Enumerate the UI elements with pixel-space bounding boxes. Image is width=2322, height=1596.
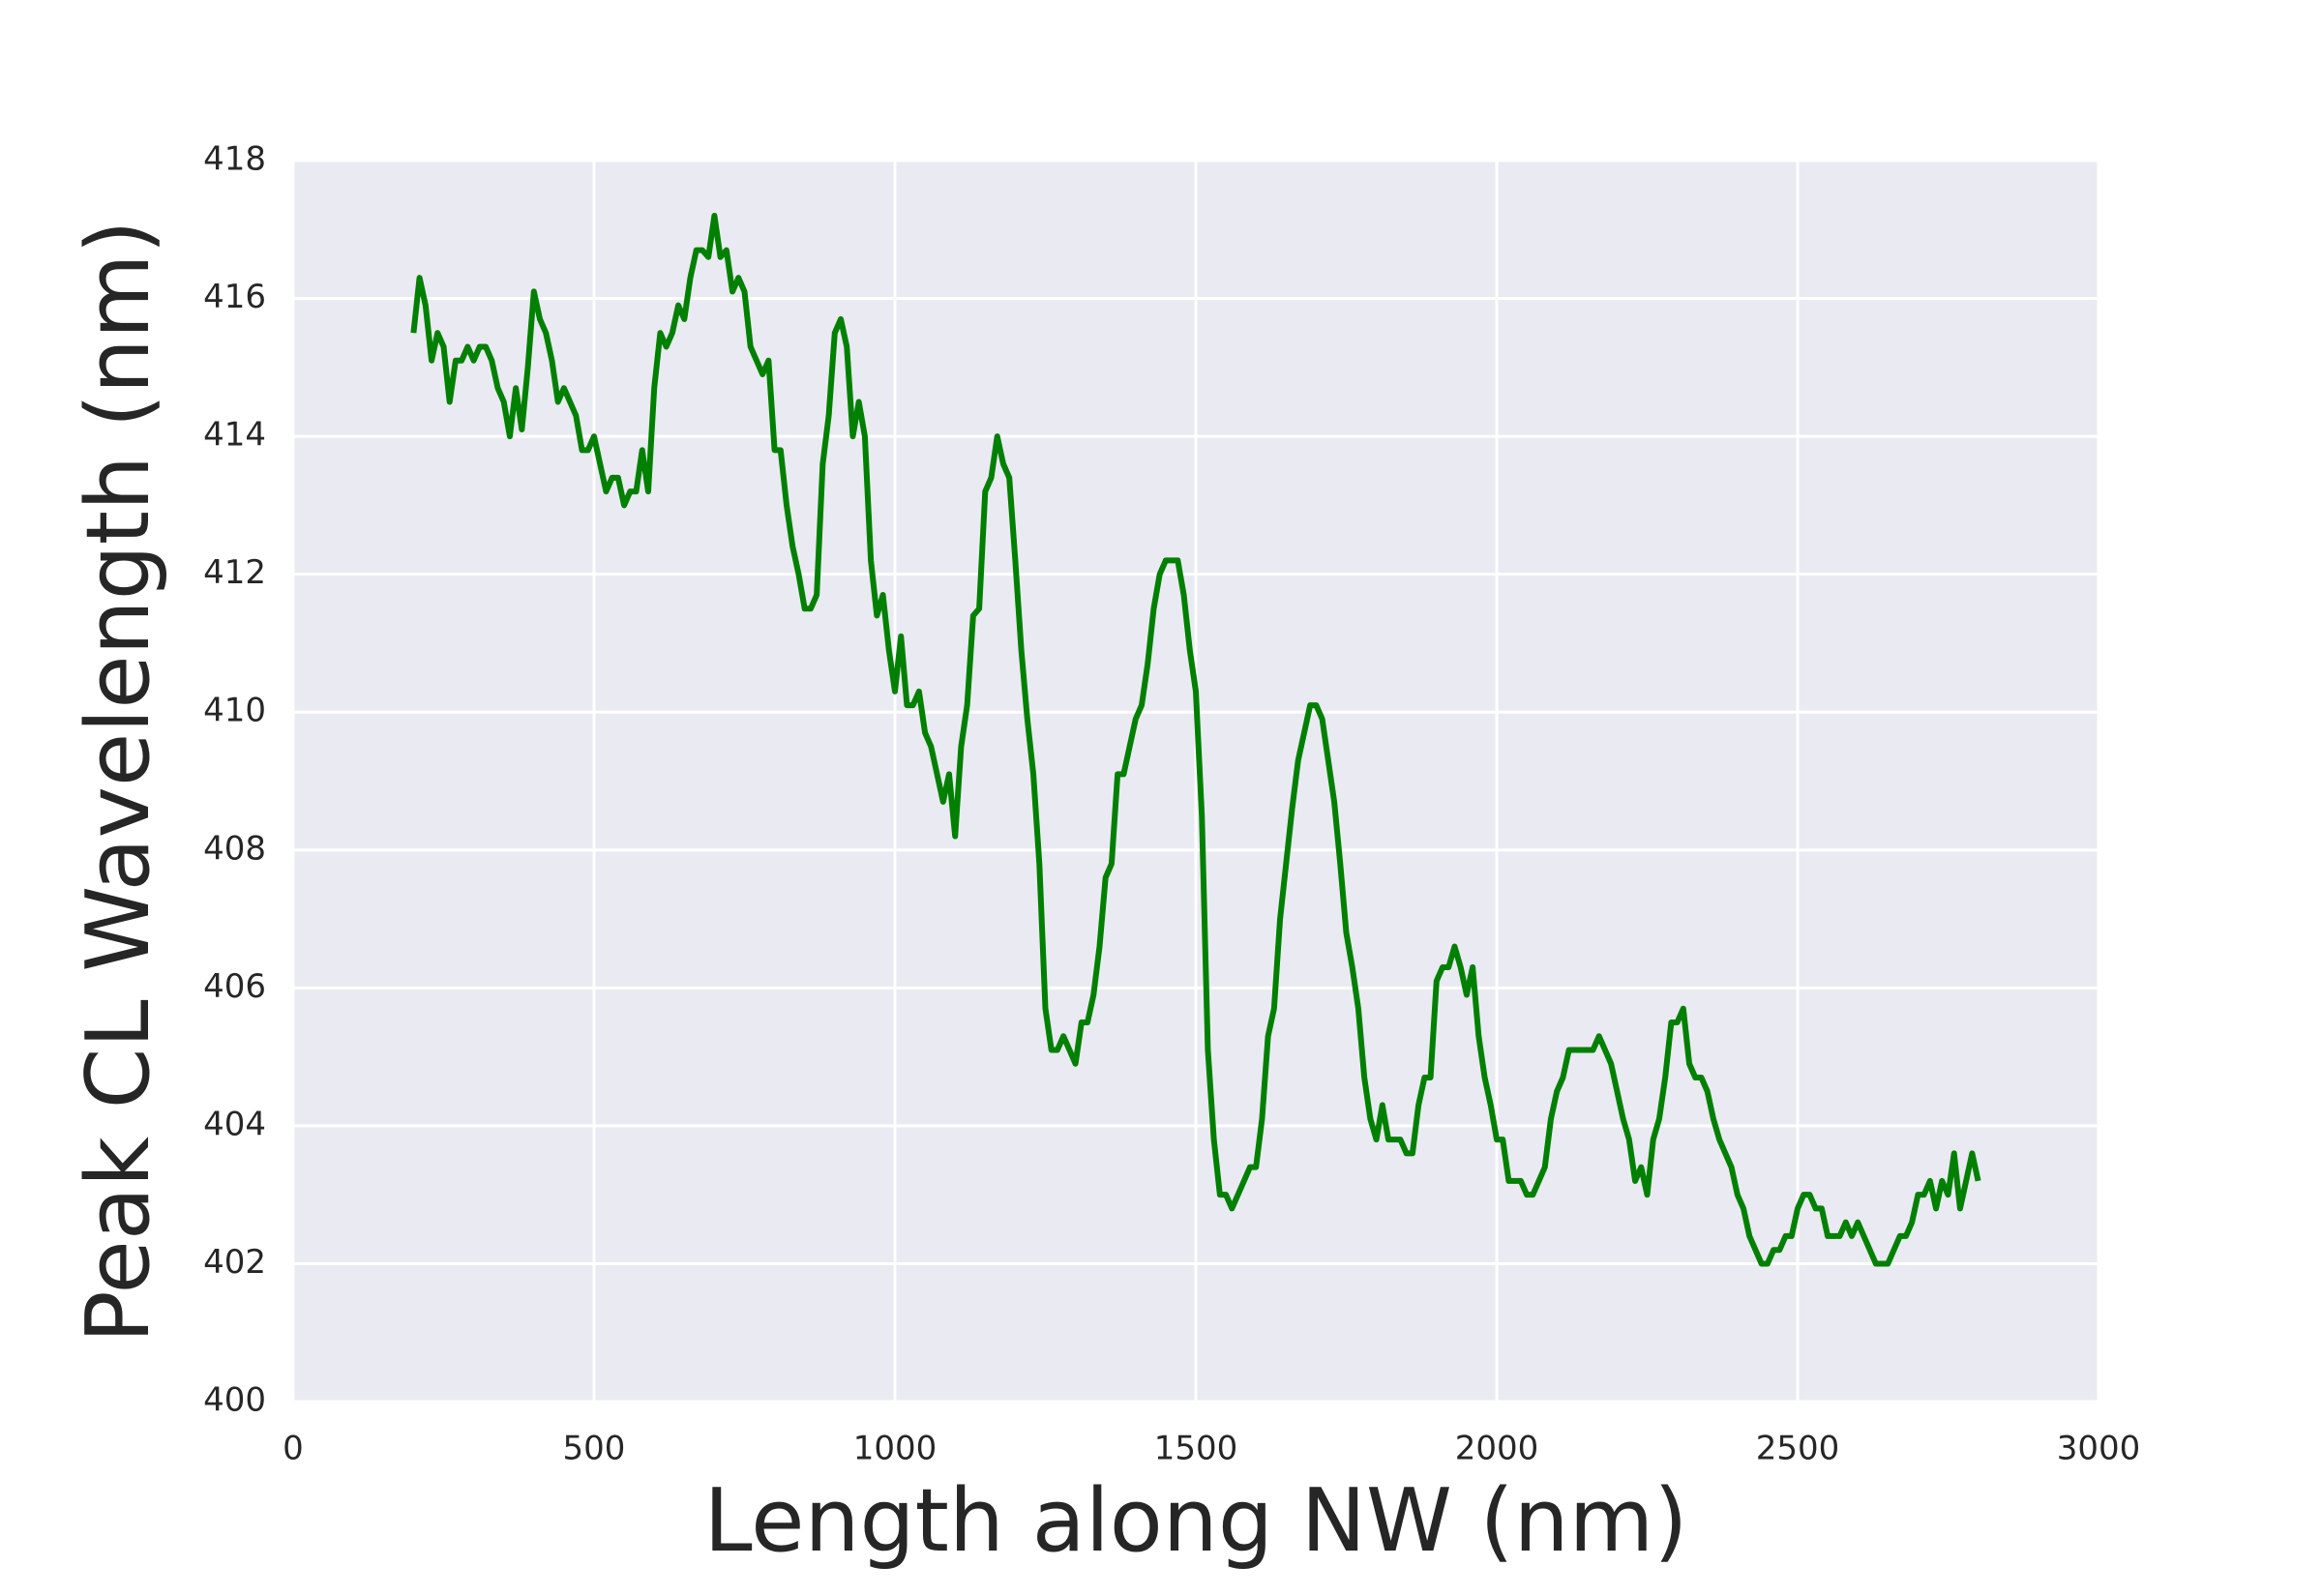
y-tick-label: 412 xyxy=(203,553,266,592)
x-tick-label: 2000 xyxy=(1455,1430,1539,1468)
y-tick-label: 400 xyxy=(203,1381,266,1420)
y-tick-label: 406 xyxy=(203,967,266,1006)
y-axis-label: Peak CL Wavelength (nm) xyxy=(68,220,169,1343)
y-tick-label: 410 xyxy=(203,692,266,730)
y-tick-label: 416 xyxy=(203,278,266,316)
x-tick-label: 1500 xyxy=(1154,1430,1238,1468)
x-axis-label: Length along NW (nm) xyxy=(704,1470,1688,1572)
y-tick-label: 418 xyxy=(203,140,266,179)
y-tick-label: 402 xyxy=(203,1243,266,1282)
x-tick-label: 3000 xyxy=(2057,1430,2141,1468)
y-tick-label: 414 xyxy=(203,416,266,455)
x-tick-label: 500 xyxy=(563,1430,626,1468)
x-tick-label: 1000 xyxy=(853,1430,938,1468)
data-line xyxy=(410,213,1981,1267)
x-tick-label: 0 xyxy=(283,1430,304,1468)
y-tick-label: 404 xyxy=(203,1105,266,1143)
y-tick-label: 408 xyxy=(203,829,266,868)
x-tick-label: 2500 xyxy=(1756,1430,1840,1468)
